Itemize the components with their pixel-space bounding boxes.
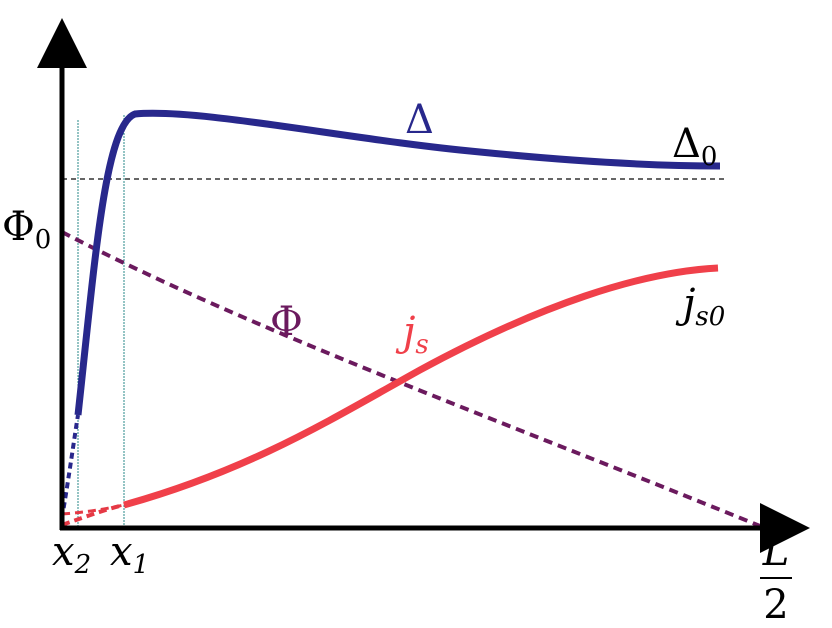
- label-sub: s0: [695, 302, 725, 332]
- l-numerator: L: [762, 529, 790, 575]
- js-curve-dashed: [61, 503, 125, 516]
- label-base: Φ: [2, 204, 35, 250]
- label-base: x: [110, 529, 133, 575]
- label-sub: s: [415, 330, 428, 360]
- js0-label: js0: [675, 281, 725, 332]
- label-sub: 0: [35, 225, 52, 255]
- phi-curve: [61, 230, 766, 530]
- label-sub: 0: [701, 142, 718, 172]
- js-curve-dashed: [61, 503, 125, 527]
- label-base: j: [395, 309, 415, 355]
- delta-curve: [74, 109, 721, 416]
- delta0-label: Δ0: [672, 121, 717, 172]
- js-curve: [123, 264, 719, 509]
- x1-label: x1: [110, 529, 149, 580]
- label-base: Δ: [672, 121, 701, 167]
- phi0-label: Φ0: [2, 204, 51, 255]
- label-sub: 1: [133, 550, 150, 580]
- phi-label: Φ: [270, 299, 303, 345]
- l-denominator: 2: [763, 582, 788, 628]
- js-label: js: [395, 309, 429, 360]
- label-base: j: [675, 281, 695, 327]
- label-sub: 2: [74, 550, 92, 580]
- delta-label: Δ: [405, 97, 434, 143]
- label-base: x: [52, 529, 75, 575]
- x2-label: x2: [52, 529, 91, 580]
